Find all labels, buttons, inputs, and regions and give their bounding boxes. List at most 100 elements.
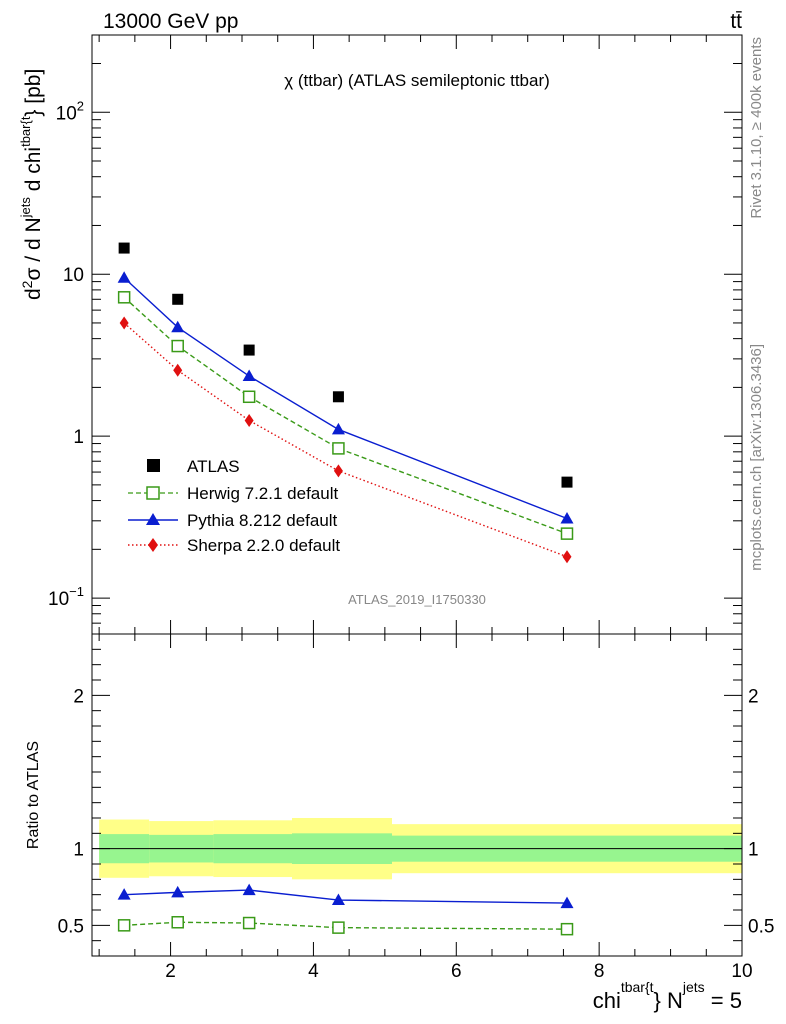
x-tick-label: 10 bbox=[731, 961, 752, 982]
xlabel-mid: } N bbox=[654, 988, 683, 1013]
data-point bbox=[561, 476, 573, 488]
legend-pythia-label: Pythia 8.212 default bbox=[187, 511, 338, 530]
xlabel-chi: chi bbox=[593, 988, 621, 1013]
ratio-axis-ticks bbox=[92, 633, 743, 957]
data-point bbox=[119, 316, 129, 330]
xlabel-sup: tbar{t bbox=[621, 979, 654, 995]
legend-sherpa-label: Sherpa 2.2.0 default bbox=[187, 536, 340, 555]
main-series-group bbox=[117, 242, 574, 564]
ylabel-d: d bbox=[22, 288, 45, 300]
main-y-axis-label: d2σ / d Njets d chitbar{t} [pb] bbox=[18, 69, 45, 300]
series-pythia bbox=[117, 271, 574, 524]
ratio-data-point bbox=[117, 888, 131, 900]
data-point bbox=[117, 271, 131, 283]
series-herwig bbox=[117, 291, 574, 540]
ratio-series-line bbox=[124, 889, 568, 904]
xlabel-jets: jets bbox=[682, 979, 705, 995]
data-point bbox=[117, 291, 131, 304]
x-tick-label: 2 bbox=[165, 961, 176, 982]
ratio-plot-panel: 0.5 0.5 1 1 2 2 2 4 6 8 10 Ratio to ATLAS chitbar… bbox=[25, 633, 775, 1013]
ratio-series-group bbox=[117, 883, 574, 936]
ratio-series-pythia bbox=[117, 883, 574, 909]
series-sherpa bbox=[119, 316, 572, 564]
data-point bbox=[242, 390, 256, 404]
ratio-data-point bbox=[171, 885, 185, 898]
legend-atlas-marker bbox=[147, 459, 160, 472]
x-tick-label: 6 bbox=[451, 961, 462, 982]
ratio-data-point bbox=[171, 916, 184, 929]
ratio-y-tick-label-left: 0.5 bbox=[58, 916, 84, 937]
data-point bbox=[118, 242, 130, 254]
xlabel-end: = 5 bbox=[705, 988, 742, 1013]
legend-herwig-label: Herwig 7.2.1 default bbox=[187, 484, 338, 503]
data-point bbox=[332, 391, 344, 403]
data-point bbox=[560, 512, 574, 524]
ratio-data-point bbox=[560, 922, 574, 936]
data-point bbox=[333, 464, 343, 478]
ratio-y-tick-label-left: 1 bbox=[73, 840, 84, 861]
data-point bbox=[562, 550, 572, 564]
data-point bbox=[244, 413, 254, 427]
ratio-plot-frame bbox=[91, 633, 743, 957]
ylabel-sigma: σ / d N bbox=[22, 217, 45, 280]
rivet-label: Rivet 3.1.10, ≥ 400k events bbox=[748, 37, 765, 219]
data-point bbox=[331, 422, 345, 435]
series-atlas bbox=[118, 242, 573, 488]
legend-pythia-marker bbox=[146, 513, 160, 525]
legend-sherpa-marker bbox=[148, 538, 158, 552]
series-line bbox=[123, 277, 568, 520]
plot-title: χ (ttbar) (ATLAS semileptonic ttbar) bbox=[284, 71, 550, 90]
data-point bbox=[242, 369, 256, 382]
main-y-tick-base: 10 bbox=[63, 265, 84, 286]
ylabel-jets: jets bbox=[18, 197, 33, 219]
ratio-series-line bbox=[124, 921, 568, 930]
data-point bbox=[171, 339, 184, 353]
main-y-tick-exp: −1 bbox=[69, 584, 84, 599]
x-tick-label: 8 bbox=[594, 961, 605, 982]
ratio-data-point bbox=[242, 916, 256, 930]
main-y-tick-base: 1 bbox=[73, 427, 84, 448]
x-tick-label: 4 bbox=[308, 961, 319, 982]
data-point bbox=[332, 442, 345, 455]
data-point bbox=[243, 344, 255, 356]
main-axis-ticks bbox=[92, 34, 743, 635]
ratio-y-tick-label-left: 2 bbox=[73, 686, 84, 707]
x-tick-labels: 2 4 6 8 10 bbox=[165, 961, 752, 982]
legend: ATLAS Herwig 7.2.1 default Pythia 8.212 … bbox=[128, 457, 340, 555]
ratio-y-axis-label: Ratio to ATLAS bbox=[25, 741, 42, 849]
ratio-data-point bbox=[332, 921, 345, 934]
ratio-y-tick-label-right: 1 bbox=[748, 840, 759, 861]
legend-atlas-label: ATLAS bbox=[187, 457, 240, 476]
ratio-data-point bbox=[560, 896, 574, 909]
ylabel-end: } [pb] bbox=[22, 69, 45, 117]
ratio-series-herwig bbox=[117, 916, 574, 936]
x-axis-label: chitbar{t} Njets = 5 bbox=[593, 979, 742, 1013]
main-y-tick-exp: 2 bbox=[77, 98, 84, 113]
ratio-y-tick-label-right: 2 bbox=[748, 686, 759, 707]
data-point bbox=[172, 293, 184, 305]
main-y-tick-base: 10 bbox=[56, 103, 77, 124]
main-y-tick-label: 10−1 bbox=[48, 584, 84, 610]
main-y-tick-label: 10 bbox=[63, 265, 84, 286]
ylabel-mid: d chi bbox=[22, 147, 45, 197]
legend-herwig-marker bbox=[146, 486, 160, 500]
ratio-data-point bbox=[242, 883, 256, 896]
ylabel-sup2: 2 bbox=[19, 280, 35, 288]
energy-label: 13000 GeV pp bbox=[103, 10, 238, 33]
watermark-label: ATLAS_2019_I1750330 bbox=[348, 592, 486, 607]
ratio-y-tick-labels: 0.5 0.5 1 1 2 2 bbox=[58, 686, 775, 937]
data-point bbox=[171, 320, 185, 333]
main-y-tick-label: 102 bbox=[56, 98, 84, 124]
ratio-data-point bbox=[331, 893, 345, 906]
main-y-tick-label: 1 bbox=[73, 427, 84, 448]
ratio-y-tick-label-right: 0.5 bbox=[748, 916, 774, 937]
mcplots-label: mcplots.cern.ch [arXiv:1306.3436] bbox=[748, 344, 765, 571]
ratio-data-point bbox=[117, 919, 131, 932]
ylabel-tbar: tbar{t bbox=[18, 116, 33, 147]
main-y-tick-base: 10 bbox=[48, 589, 69, 610]
data-point bbox=[173, 363, 183, 377]
data-point bbox=[560, 527, 574, 540]
